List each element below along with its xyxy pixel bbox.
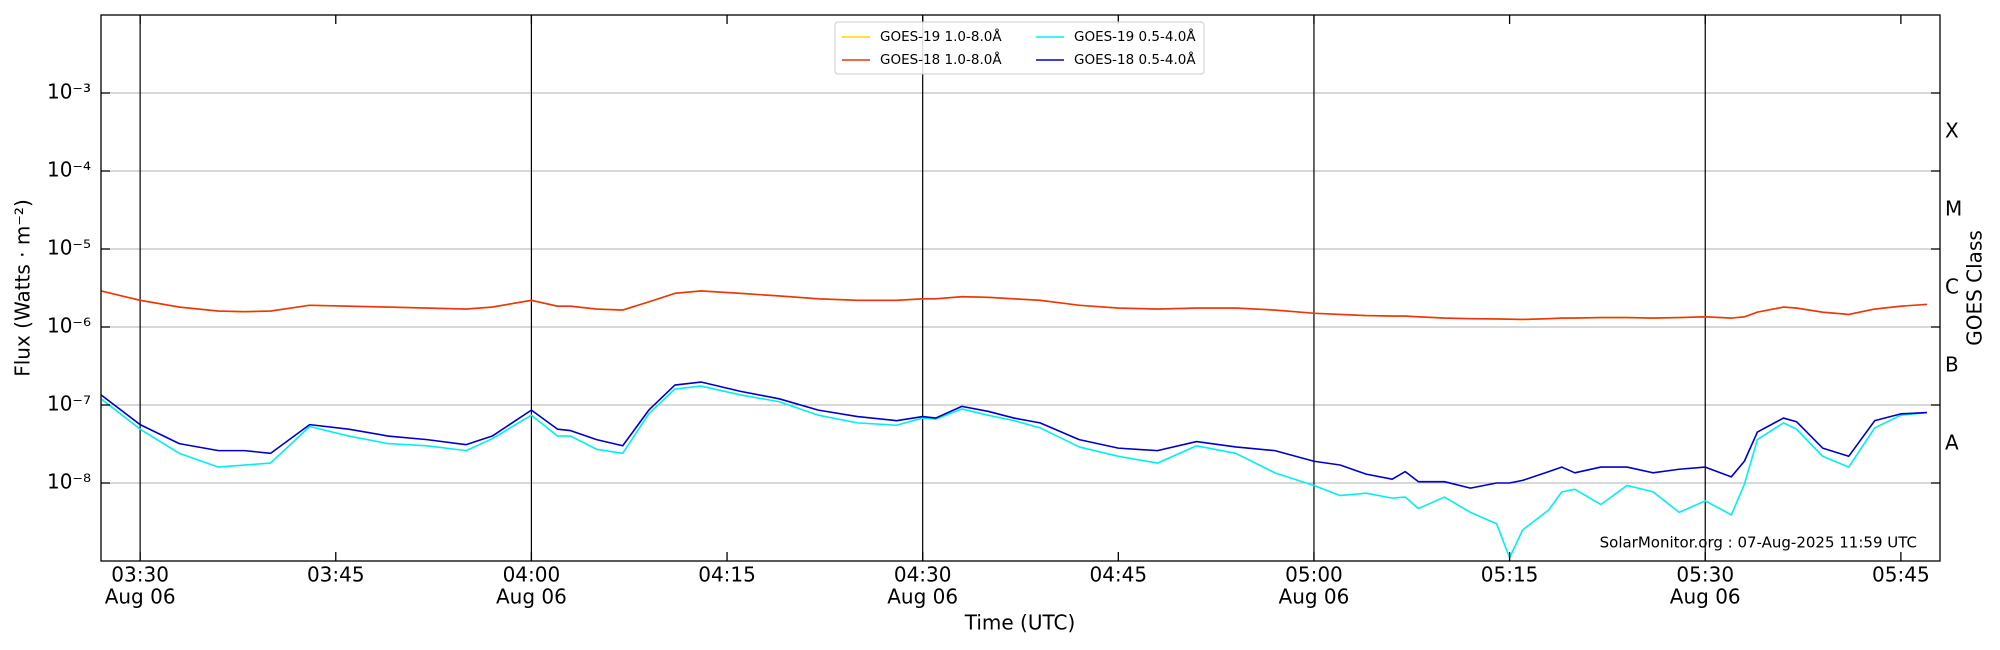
x-tick-label: 05:30	[1676, 563, 1734, 587]
x-tick-label: 04:15	[698, 563, 756, 587]
y-tick-label: 10⁻⁷	[47, 392, 91, 416]
y-tick-label: 10⁻⁵	[47, 236, 91, 260]
series-line	[101, 290, 1928, 321]
y2-tick-label: B	[1945, 353, 1959, 377]
y-tick-label: 10⁻⁶	[47, 314, 91, 338]
series-line	[101, 290, 1928, 321]
x-tick-label: 05:00	[1285, 563, 1343, 587]
x-tick-label: 03:45	[307, 563, 365, 587]
grid	[101, 15, 1940, 561]
x-tick-date: Aug 06	[1670, 585, 1741, 609]
y-tick-label: 10⁻³	[47, 80, 91, 104]
y-tick-label: 10⁻⁴	[47, 158, 91, 182]
y2-tick-label: X	[1945, 119, 1959, 143]
x-tick-label: 04:00	[503, 563, 561, 587]
legend-label: GOES-18 0.5-4.0Å	[1074, 51, 1196, 68]
x-axis-label: Time (UTC)	[964, 611, 1076, 635]
legend: GOES-19 1.0-8.0Å GOES-18 1.0-8.0Å GOES-19 …	[842, 28, 1196, 68]
x-tick-label: 04:45	[1089, 563, 1147, 587]
y2-tick-label: M	[1945, 197, 1962, 221]
legend-box	[834, 21, 1205, 75]
x-tick-date: Aug 06	[1279, 585, 1350, 609]
plot-lines	[101, 290, 1928, 559]
y-axis-label: Flux (Watts · m⁻²)	[11, 199, 35, 377]
series-line	[101, 385, 1928, 559]
axes-frame	[100, 14, 1941, 562]
x-tick-date: Aug 06	[105, 585, 176, 609]
x-tick-label: 04:30	[894, 563, 952, 587]
y2-tick-label: C	[1945, 275, 1959, 299]
x-tick-label: 05:15	[1481, 563, 1539, 587]
legend-label: GOES-19 1.0-8.0Å	[880, 28, 1002, 45]
x-tick-label: 05:45	[1872, 563, 1930, 587]
series-line	[101, 381, 1927, 489]
x-tick-date: Aug 06	[887, 585, 958, 609]
annotation: SolarMonitor.org : 07-Aug-2025 11:59 UTC	[1600, 534, 1917, 552]
x-tick-date: Aug 06	[496, 585, 567, 609]
y2-tick-label: A	[1945, 431, 1959, 455]
x-tick-label: 03:30	[111, 563, 169, 587]
legend-label: GOES-18 1.0-8.0Å	[880, 51, 1002, 68]
legend-label: GOES-19 0.5-4.0Å	[1074, 28, 1196, 45]
y-tick-label: 10⁻⁸	[47, 470, 91, 494]
y2-axis-label: GOES Class	[1963, 230, 1987, 346]
